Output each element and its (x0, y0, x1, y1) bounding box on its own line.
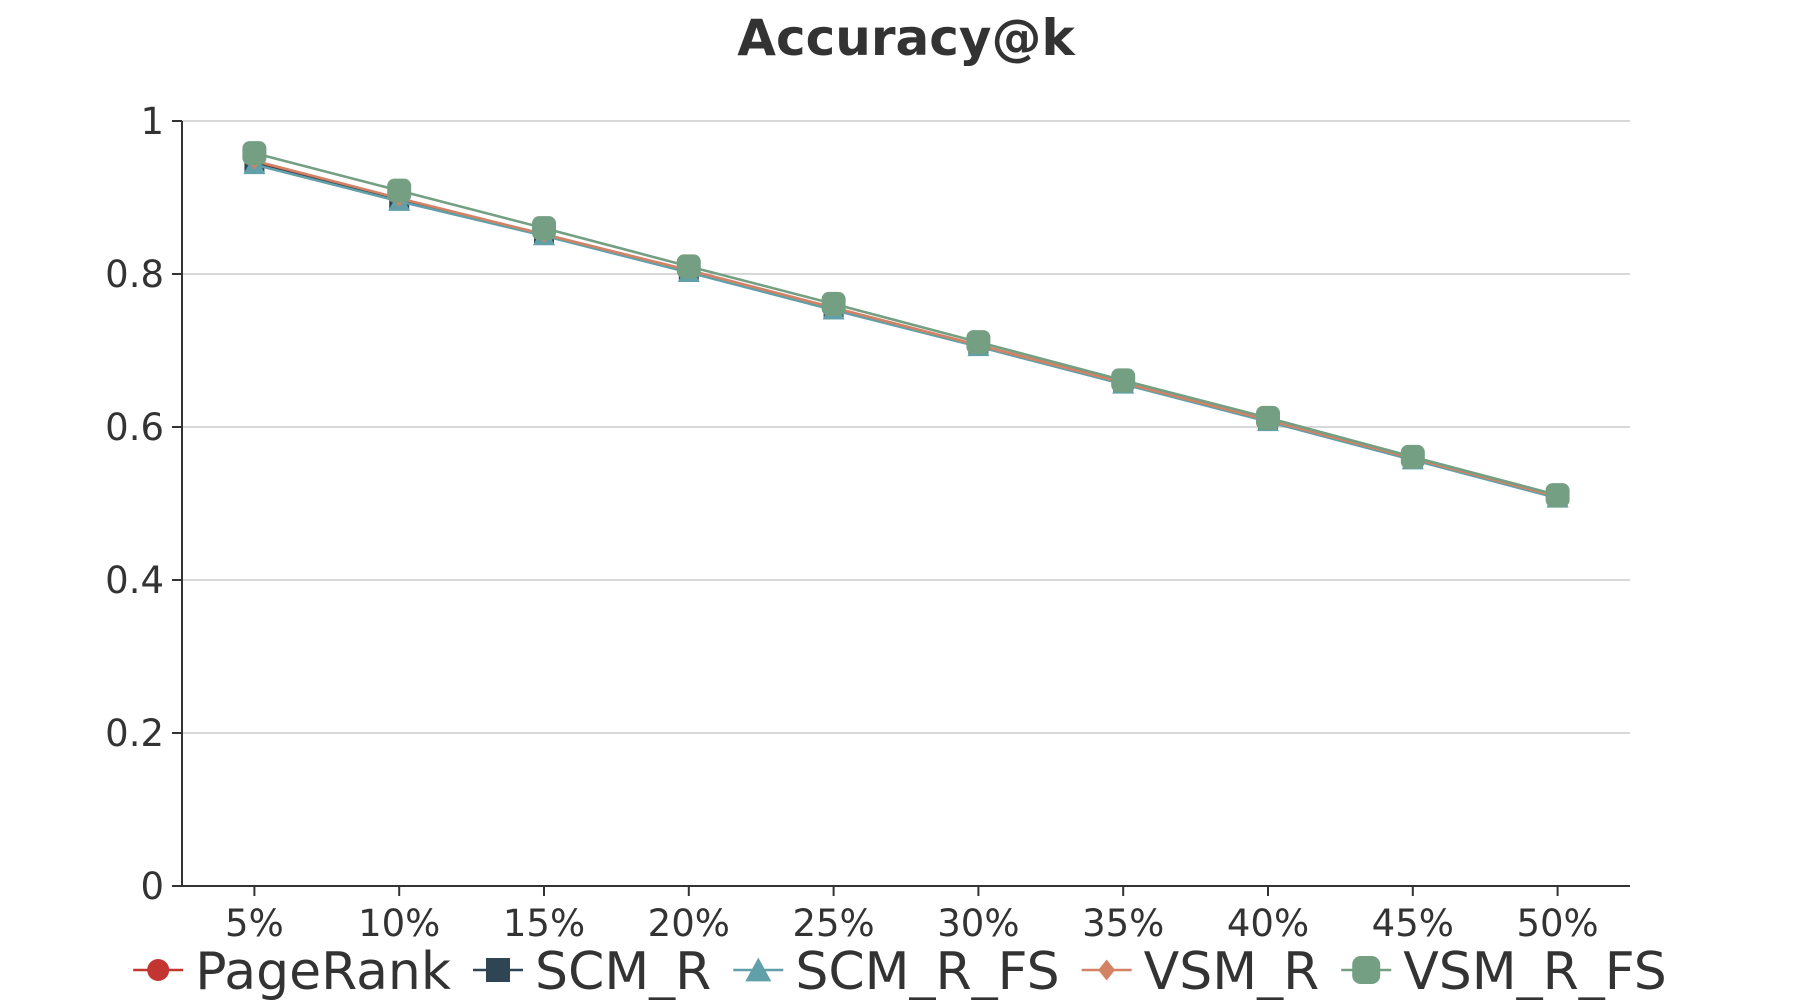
legend-marker (147, 959, 170, 981)
legend-marker (486, 958, 510, 982)
data-point (1400, 444, 1425, 469)
x-tick-label: 25% (792, 902, 874, 945)
y-tick-label: 0.2 (105, 712, 164, 755)
data-point (1256, 405, 1280, 430)
legend-marker (745, 957, 772, 982)
legend[interactable]: PageRank SCM_R SCM_R_FS VSM_R VSM_R_FS (133, 942, 1667, 1000)
y-tick-label: 1 (140, 100, 164, 143)
legend-label: VSM_R_FS (1403, 942, 1667, 1000)
series-scm-r-fs (243, 154, 1569, 508)
x-tick-label: 20% (648, 902, 730, 945)
data-point (387, 178, 412, 203)
x-tick-label: 35% (1082, 902, 1164, 945)
series-line (254, 151, 1558, 497)
grid-lines (182, 120, 1630, 734)
data-point (242, 141, 267, 166)
x-tick-label: 50% (1516, 902, 1598, 945)
y-tick-label: 0.6 (105, 406, 164, 449)
x-tick-label: 5% (225, 902, 284, 945)
series-pagerank (245, 154, 1567, 506)
legend-label: PageRank (195, 942, 451, 1000)
legend-item-vsm-r-fs[interactable]: VSM_R_FS (1341, 942, 1667, 1000)
data-point (676, 254, 701, 279)
legend-marker (1098, 959, 1116, 981)
y-tick-label: 0.8 (105, 253, 164, 296)
series-scm-r (244, 153, 1568, 508)
x-tick-label: 40% (1227, 902, 1309, 945)
series-line (254, 159, 1558, 498)
y-tick-label: 0.4 (105, 559, 164, 602)
axes: 00.20.40.60.815% 10% 15% 20% 25% 30% 35% 40% 45%… (105, 100, 1630, 945)
data-point (532, 216, 556, 241)
y-tick-label: 0 (140, 865, 164, 908)
series-layer (242, 141, 1570, 508)
legend-item-vsm-r[interactable]: VSM_R (1081, 942, 1320, 1000)
chart-title: Accuracy@k (737, 9, 1076, 67)
legend-marker (1352, 956, 1381, 984)
data-point (966, 330, 991, 355)
data-point (1545, 483, 1570, 508)
x-tick-label: 10% (358, 902, 440, 945)
legend-label: VSM_R (1144, 942, 1320, 1000)
series-vsm-r-fs (242, 141, 1570, 508)
legend-item-scm-r[interactable]: SCM_R (473, 942, 711, 1000)
series-line (254, 163, 1558, 500)
data-point (1111, 368, 1136, 393)
x-tick-label: 45% (1372, 902, 1454, 945)
legend-item-scm-r-fs[interactable]: SCM_R_FS (733, 942, 1060, 1000)
legend-label: SCM_R_FS (795, 942, 1059, 1000)
data-point (821, 291, 846, 316)
x-tick-label: 30% (937, 902, 1019, 945)
x-tick-label: 15% (503, 902, 585, 945)
legend-label: SCM_R (535, 942, 711, 1000)
legend-item-pagerank[interactable]: PageRank (133, 942, 451, 1000)
